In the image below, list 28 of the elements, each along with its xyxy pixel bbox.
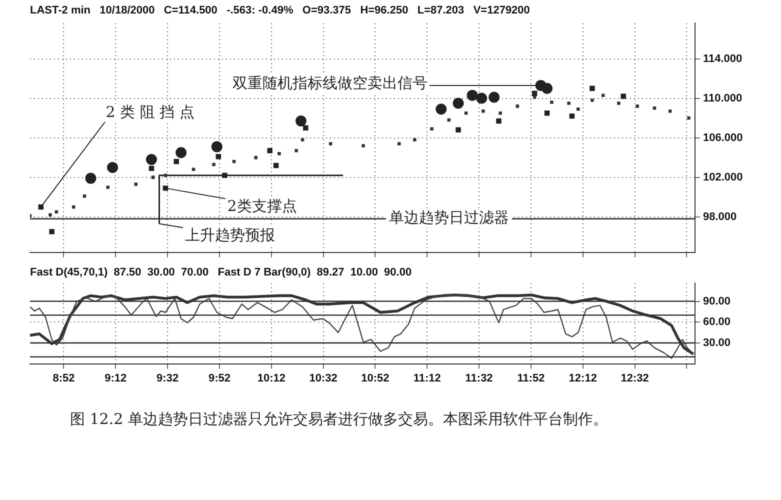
x-tick-label: 11:52	[517, 372, 545, 384]
x-tick-label: 9:32	[156, 372, 179, 384]
x-tick-label: 12:12	[568, 372, 597, 384]
ref-line-label: 单边趋势日过滤器	[388, 208, 509, 227]
y-tick-label: 114.000	[703, 52, 742, 65]
chart-subtitle: LAST-2 min 10/18/2000 C=114.500 -.563: -0.49% O=93.375 H=96.250 L=87.203 V=1279200	[30, 4, 530, 17]
chart-title: Fast D(45,70,1) 87.50 30.00 70.00 Fast D 7 Bar(90,0) 89.27 10.00 90.00	[30, 266, 412, 279]
y-tick-label: 60.00	[703, 316, 731, 328]
y-tick-label: 98.000	[703, 210, 737, 223]
x-tick-label: 12:32	[620, 372, 649, 384]
x-tick-label: 10:12	[257, 372, 286, 384]
x-tick-label: 10:52	[361, 372, 390, 384]
annotation: 双重随机指标线做空卖出信号	[232, 74, 428, 92]
caption: 图 12.2 单边趋势日过滤器只允许交易者进行做多交易。本图采用软件平台制作。	[70, 409, 609, 430]
y-tick-label: 106.000	[703, 132, 743, 144]
x-tick-label: 11:12	[413, 372, 441, 384]
annotation: 上升趋势预报	[185, 226, 275, 244]
x-tick-label: 10:32	[309, 372, 338, 384]
x-tick-label: 8:52	[52, 372, 75, 384]
x-tick-label: 9:12	[104, 372, 127, 384]
x-tick-label: 9:52	[208, 372, 230, 384]
y-tick-label: 110.000	[703, 92, 742, 104]
x-tick-label: 11:32	[465, 372, 493, 384]
annotation: 2类支撑点	[227, 196, 297, 215]
y-tick-label: 30.00	[703, 336, 731, 349]
annotation: 2 类 阻 挡 点	[106, 102, 194, 121]
y-tick-label: 90.00	[703, 295, 731, 308]
y-tick-label: 102.000	[703, 171, 743, 184]
